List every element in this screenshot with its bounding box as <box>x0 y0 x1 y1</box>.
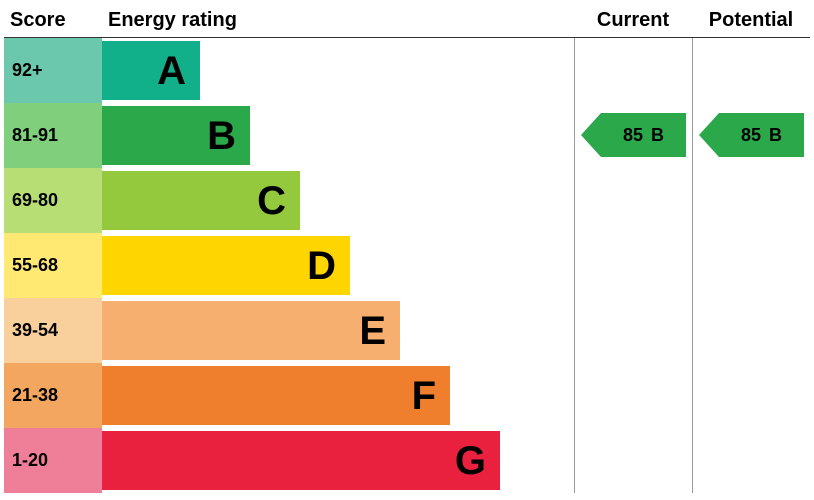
score-label: 69-80 <box>12 190 58 211</box>
potential-cell: 85 B <box>692 103 810 168</box>
score-cell: 92+ <box>4 38 102 103</box>
rating-letter: B <box>207 116 236 156</box>
band-row: 81-91 B 85 B 85 B <box>4 103 810 168</box>
pointer-arrow-icon <box>699 113 719 157</box>
energy-rating-chart: ScoreEnergy ratingCurrentPotential 92+ A 81… <box>4 4 810 496</box>
pointer-value: 85 <box>623 125 643 146</box>
bar-area: B <box>102 103 574 168</box>
header-potential: Potential <box>692 4 810 37</box>
bar-area: C <box>102 168 574 233</box>
bar-area: F <box>102 363 574 428</box>
current-cell: 85 B <box>574 103 692 168</box>
current-cell <box>574 298 692 363</box>
pointer-value: 85 <box>741 125 761 146</box>
header-current: Current <box>574 4 692 37</box>
pointer-letter: B <box>651 125 664 146</box>
score-label: 39-54 <box>12 320 58 341</box>
rating-letter: E <box>359 311 386 351</box>
potential-cell <box>692 233 810 298</box>
score-label: 21-38 <box>12 385 58 406</box>
rating-bar: E <box>102 301 400 360</box>
header-rating: Energy rating <box>102 4 574 37</box>
band-row: 1-20 G <box>4 428 810 493</box>
score-cell: 81-91 <box>4 103 102 168</box>
bar-area: E <box>102 298 574 363</box>
score-cell: 39-54 <box>4 298 102 363</box>
score-cell: 55-68 <box>4 233 102 298</box>
potential-cell <box>692 428 810 493</box>
rating-bar: C <box>102 171 300 230</box>
rating-letter: C <box>257 181 286 221</box>
rating-bar: F <box>102 366 450 425</box>
current-cell <box>574 233 692 298</box>
score-label: 81-91 <box>12 125 58 146</box>
score-cell: 1-20 <box>4 428 102 493</box>
potential-cell <box>692 38 810 103</box>
score-label: 92+ <box>12 60 43 81</box>
current-cell <box>574 168 692 233</box>
pointer-body: 85 B <box>719 113 804 157</box>
current-pointer: 85 B <box>581 113 686 157</box>
current-cell <box>574 428 692 493</box>
bar-area: G <box>102 428 574 493</box>
bar-area: A <box>102 38 574 103</box>
rating-bar: B <box>102 106 250 165</box>
rating-bar: D <box>102 236 350 295</box>
rating-letter: A <box>157 51 186 91</box>
bar-area: D <box>102 233 574 298</box>
score-cell: 21-38 <box>4 363 102 428</box>
current-cell <box>574 38 692 103</box>
potential-cell <box>692 298 810 363</box>
band-row: 69-80 C <box>4 168 810 233</box>
current-cell <box>574 363 692 428</box>
pointer-letter: B <box>769 125 782 146</box>
rating-letter: G <box>455 441 486 481</box>
potential-cell <box>692 168 810 233</box>
rating-letter: D <box>307 246 336 286</box>
header-row: ScoreEnergy ratingCurrentPotential <box>4 4 810 38</box>
score-label: 1-20 <box>12 450 48 471</box>
header-score: Score <box>4 4 102 37</box>
pointer-body: 85 B <box>601 113 686 157</box>
pointer-arrow-icon <box>581 113 601 157</box>
band-row: 55-68 D <box>4 233 810 298</box>
band-row: 92+ A <box>4 38 810 103</box>
score-cell: 69-80 <box>4 168 102 233</box>
rating-bar: A <box>102 41 200 100</box>
rating-letter: F <box>412 376 436 416</box>
rating-bar: G <box>102 431 500 490</box>
potential-pointer: 85 B <box>699 113 804 157</box>
potential-cell <box>692 363 810 428</box>
score-label: 55-68 <box>12 255 58 276</box>
band-row: 39-54 E <box>4 298 810 363</box>
band-row: 21-38 F <box>4 363 810 428</box>
